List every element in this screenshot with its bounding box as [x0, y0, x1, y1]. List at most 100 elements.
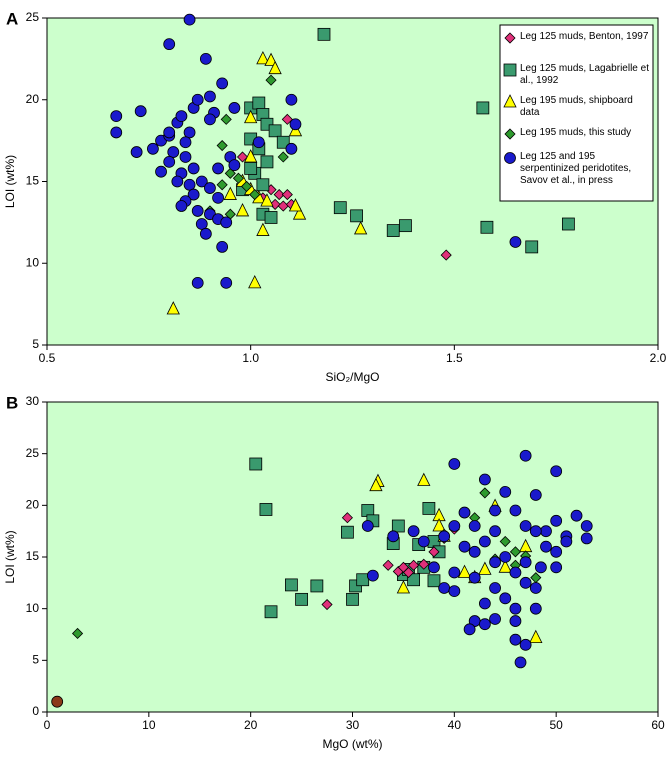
point — [529, 629, 543, 643]
point — [264, 52, 278, 66]
point — [489, 504, 501, 517]
point — [478, 473, 491, 486]
point — [317, 27, 331, 41]
point — [448, 520, 461, 532]
point — [448, 566, 461, 579]
point — [256, 222, 270, 236]
point — [244, 149, 258, 163]
point — [171, 175, 184, 188]
point — [264, 211, 278, 224]
y-tick-label: 25 — [26, 10, 40, 24]
point — [191, 93, 204, 106]
x-axis-label: MgO (wt%) — [323, 737, 383, 751]
point — [408, 559, 420, 571]
point — [369, 477, 383, 492]
point — [499, 485, 512, 498]
point — [155, 165, 167, 178]
point — [187, 162, 200, 175]
legend — [499, 24, 654, 202]
point — [489, 582, 501, 594]
point — [448, 585, 461, 597]
point — [428, 546, 440, 558]
point — [110, 110, 123, 122]
point — [580, 520, 593, 532]
point — [353, 221, 368, 235]
point — [285, 93, 298, 106]
legend-marker — [503, 63, 517, 77]
y-tick-label: 15 — [26, 174, 40, 188]
point — [220, 276, 233, 289]
point — [478, 618, 491, 631]
x-tick-label: 1.0 — [242, 351, 259, 365]
y-tick-label: 5 — [32, 653, 39, 667]
point — [256, 50, 270, 65]
legend-entry: Leg 125 and 195 serpentinized peridotite… — [520, 151, 631, 186]
point — [561, 217, 575, 231]
point — [228, 159, 241, 172]
x-tick-label: 2.0 — [650, 351, 667, 365]
point — [183, 126, 196, 139]
point — [163, 126, 176, 139]
point — [236, 151, 249, 163]
x-axis-label: SiO₂/MgO — [326, 370, 380, 384]
point — [223, 186, 237, 200]
point — [71, 627, 84, 640]
point — [249, 189, 261, 201]
point — [295, 592, 308, 606]
y-tick-label: 0 — [32, 704, 39, 718]
y-axis-label: LOI (wt%) — [3, 530, 17, 583]
point — [269, 198, 281, 210]
point — [361, 520, 374, 532]
point — [498, 559, 512, 573]
point — [356, 573, 370, 587]
point — [333, 201, 347, 215]
legend-entry: Leg 125 muds, Benton, 1997 — [520, 31, 648, 42]
x-tick-label: 30 — [346, 718, 360, 732]
point — [51, 695, 64, 708]
plot-area — [46, 401, 659, 713]
point — [346, 592, 359, 606]
point — [478, 535, 491, 548]
point — [220, 113, 232, 125]
legend-marker — [504, 32, 516, 44]
point — [252, 96, 266, 110]
x-tick-label: 20 — [244, 718, 258, 732]
x-tick-label: 50 — [549, 718, 563, 732]
point — [281, 189, 293, 201]
point — [382, 559, 394, 571]
point — [341, 525, 354, 539]
point — [292, 206, 307, 220]
point — [130, 146, 143, 158]
point — [570, 509, 583, 522]
point — [438, 530, 451, 543]
point — [195, 218, 208, 230]
legend-marker — [504, 152, 516, 164]
point — [273, 189, 285, 201]
point — [407, 525, 420, 538]
point — [463, 623, 476, 636]
legend-marker — [503, 94, 517, 108]
y-tick-label: 10 — [26, 255, 40, 269]
point — [276, 135, 290, 149]
point — [540, 525, 552, 538]
point — [499, 551, 512, 563]
y-axis-label: LOI (wt%) — [3, 155, 17, 208]
y-tick-label: 25 — [26, 446, 40, 460]
x-tick-label: 0 — [44, 718, 51, 732]
point — [417, 472, 431, 486]
point — [216, 77, 229, 90]
x-tick-label: 60 — [651, 718, 665, 732]
point — [509, 546, 521, 558]
point — [479, 487, 491, 499]
point — [288, 198, 303, 212]
point — [468, 571, 481, 584]
point — [183, 178, 196, 191]
point — [509, 615, 522, 627]
point — [407, 573, 421, 587]
point — [391, 519, 405, 533]
point — [248, 274, 262, 289]
point — [163, 38, 176, 51]
panel-label: B — [6, 393, 18, 412]
point — [241, 180, 253, 192]
